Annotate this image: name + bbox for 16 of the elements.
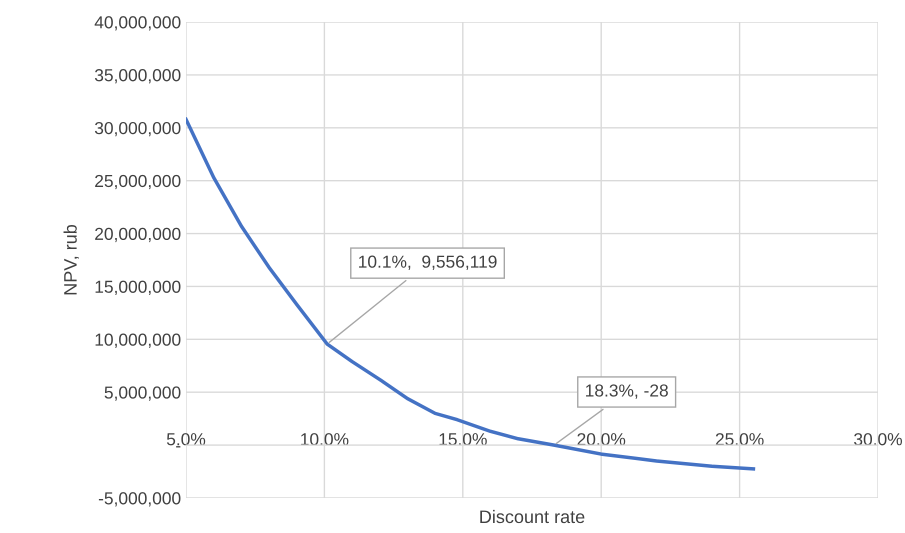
y-tick-label: 40,000,000	[94, 16, 180, 31]
x-axis-title: Discount rate	[480, 510, 584, 524]
y-axis-title: NPV, rub	[64, 224, 79, 294]
y-tick-label: -	[176, 446, 180, 448]
annotation: 18.3%, -28	[586, 384, 668, 399]
y-tick-label: 5,000,000	[104, 386, 180, 401]
y-tick-label: 10,000,000	[96, 334, 180, 348]
y-tick-label: 15,000,000	[96, 280, 180, 295]
y-tick-label: 35,000,000	[94, 69, 180, 84]
x-tick-label: 5.0%	[166, 433, 206, 446]
annotation: 10.1%, 9,556,119	[359, 256, 497, 270]
y-tick-label: 30,000,000	[94, 122, 180, 136]
x-tick-label: 30.0%	[854, 433, 902, 446]
y-tick-label: 25,000,000	[95, 174, 180, 190]
y-tick-label: -5,000,000	[98, 492, 180, 507]
y-tick-label: 20,000,000	[95, 228, 180, 242]
